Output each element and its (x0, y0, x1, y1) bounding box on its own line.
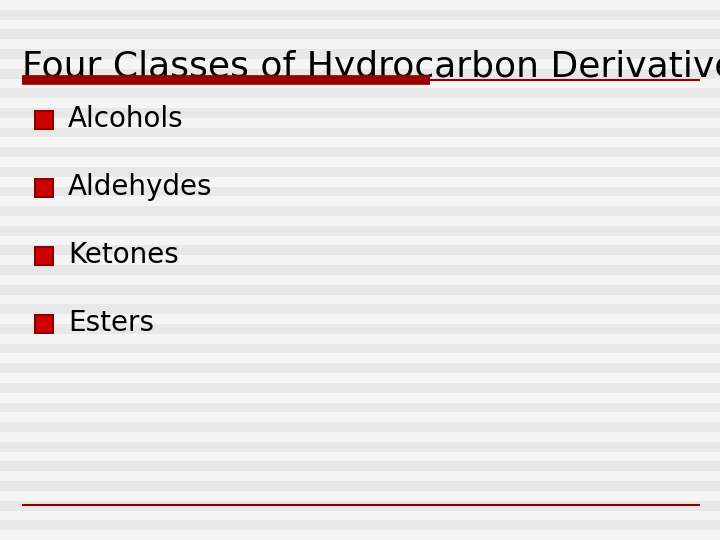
Bar (0, 10, 720, 19)
Bar (0, 246, 720, 255)
Bar (0, 157, 720, 167)
Bar (0, 432, 720, 442)
Bar (0, 442, 720, 451)
Bar (0, 294, 720, 305)
Bar (0, 235, 720, 246)
Bar (0, 305, 720, 314)
Bar (0, 39, 720, 49)
Bar (0, 0, 720, 10)
Bar (35, 179, 53, 197)
Text: Esters: Esters (68, 309, 154, 337)
Bar (0, 393, 720, 402)
Text: Alcohols: Alcohols (68, 105, 184, 133)
Bar (0, 98, 720, 108)
Bar (0, 314, 720, 324)
Bar (0, 265, 720, 275)
Bar (0, 343, 720, 354)
Bar (0, 402, 720, 413)
Bar (0, 451, 720, 462)
Bar (0, 462, 720, 471)
Bar (0, 177, 720, 186)
Bar (0, 167, 720, 177)
Bar (0, 118, 720, 127)
Bar (0, 275, 720, 285)
Text: Ketones: Ketones (68, 241, 179, 269)
Bar (0, 255, 720, 265)
Bar (0, 530, 720, 540)
Bar (0, 226, 720, 235)
Bar (35, 111, 53, 129)
Bar (0, 127, 720, 138)
Text: Aldehydes: Aldehydes (68, 173, 212, 201)
Bar (0, 216, 720, 226)
Bar (35, 315, 53, 333)
Bar (0, 422, 720, 432)
Bar (0, 186, 720, 197)
Bar (0, 354, 720, 363)
Bar (0, 413, 720, 422)
Bar (0, 510, 720, 521)
Bar (0, 138, 720, 147)
Bar (0, 19, 720, 30)
Bar (0, 49, 720, 59)
Bar (0, 197, 720, 206)
Bar (0, 59, 720, 69)
Bar (0, 383, 720, 393)
Bar (0, 334, 720, 343)
Bar (0, 108, 720, 118)
Bar (0, 501, 720, 510)
Bar (0, 30, 720, 39)
Bar (35, 247, 53, 265)
Bar (0, 285, 720, 294)
Bar (0, 363, 720, 373)
Bar (0, 206, 720, 216)
Bar (0, 471, 720, 481)
Bar (0, 373, 720, 383)
Bar (0, 324, 720, 334)
Bar (0, 147, 720, 157)
Bar (0, 491, 720, 501)
Bar (0, 521, 720, 530)
Text: Four Classes of Hydrocarbon Derivatives: Four Classes of Hydrocarbon Derivatives (22, 50, 720, 84)
Bar (0, 89, 720, 98)
Bar (0, 78, 720, 89)
Bar (0, 69, 720, 78)
Bar (0, 481, 720, 491)
